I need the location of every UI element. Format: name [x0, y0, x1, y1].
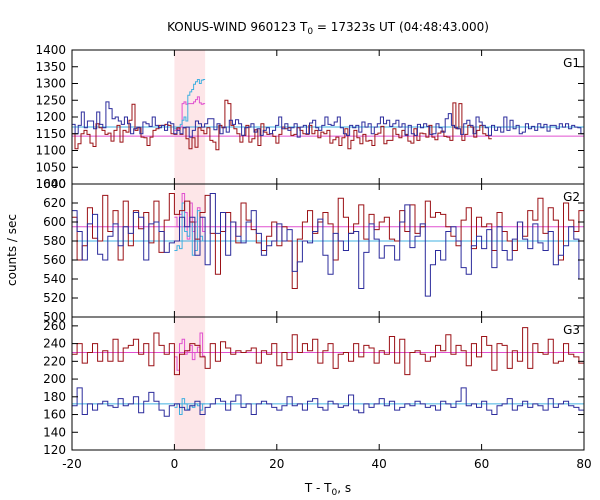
x-tick-label: 80	[576, 457, 591, 471]
chart-title-subscript: 0	[307, 27, 313, 37]
y-tick-label: 140	[43, 425, 66, 439]
red-series	[72, 327, 584, 376]
x-axis-label-main: T - T	[304, 481, 332, 495]
chart-title-main: KONUS-WIND 960123 T	[167, 20, 308, 34]
highlight-band	[174, 50, 206, 450]
y-axis-label: counts / sec	[5, 214, 19, 286]
panel-g1: 1000 1050 1100 1150 1200 1250 1300 1350 1400 G1	[35, 43, 585, 191]
y-tick-label: 200	[43, 372, 66, 386]
y-tick-label: 500	[43, 310, 66, 324]
y-tick-label: 120	[43, 443, 66, 457]
red-series	[72, 99, 492, 151]
chart-title-rest: = 17323s UT (04:48:43.000)	[313, 20, 489, 34]
x-tick-label: 40	[372, 457, 387, 471]
blue-series	[72, 193, 584, 297]
y-tick-label: 1050	[35, 160, 66, 174]
panel-g3: 120 140 160 180 200 220 240 260 G3	[43, 316, 585, 457]
chart-title: KONUS-WIND 960123 T0 = 17323s UT (04:48:…	[167, 20, 489, 37]
x-axis-label: T - T0, s	[304, 481, 351, 498]
y-tick-label: 640	[43, 177, 66, 191]
y-tick-label: 580	[43, 234, 66, 248]
y-tick-label: 1350	[35, 60, 66, 74]
y-tick-label: 1200	[35, 110, 66, 124]
x-tick-label: 20	[269, 457, 284, 471]
x-tick-label: -20	[62, 457, 82, 471]
x-axis-label-subscript: 0	[332, 488, 338, 498]
y-tick-label: 1300	[35, 77, 66, 91]
y-tick-label: 560	[43, 253, 66, 267]
y-tick-label: 1250	[35, 93, 66, 107]
y-tick-label: 1400	[35, 43, 66, 57]
y-tick-label: 180	[43, 390, 66, 404]
y-tick-label: 540	[43, 272, 66, 286]
y-tick-label: 260	[43, 319, 66, 333]
red-series	[72, 193, 584, 289]
y-tick-label: 520	[43, 291, 66, 305]
y-tick-label: 620	[43, 196, 66, 210]
x-tick-label: 60	[474, 457, 489, 471]
y-tick-label: 1100	[35, 144, 66, 158]
y-tick-label: 240	[43, 337, 66, 351]
blue-series	[72, 101, 584, 138]
x-tick-label: 0	[171, 457, 179, 471]
panel-label: G3	[563, 323, 580, 337]
panel-label: G2	[563, 190, 580, 204]
y-tick-label: 1000	[35, 177, 66, 191]
blue-overlay-series	[174, 79, 206, 130]
y-tick-label: 600	[43, 215, 66, 229]
x-axis-label-rest: , s	[337, 481, 351, 495]
panel-g2: 500 520 540 560 580 600 620 640 G2	[43, 177, 585, 324]
y-tick-label: 1150	[35, 127, 66, 141]
y-tick-label: 220	[43, 354, 66, 368]
panel-label: G1	[563, 56, 580, 70]
blue-series	[72, 387, 584, 417]
y-tick-label: 160	[43, 408, 66, 422]
panel-frame	[71, 316, 585, 451]
